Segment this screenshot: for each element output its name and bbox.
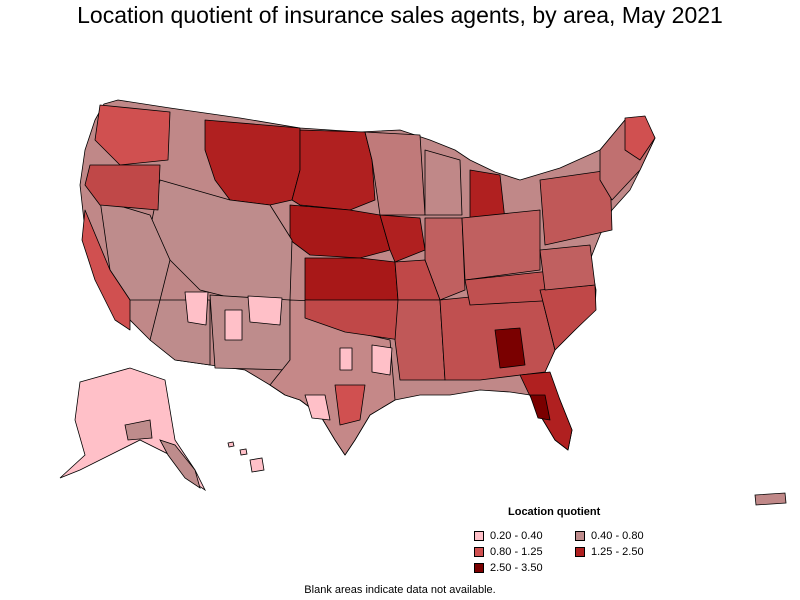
legend-item: 0.80 - 1.25 <box>474 546 543 558</box>
hawaii-oahu <box>227 441 235 448</box>
region-wisconsin <box>424 149 463 216</box>
region-nebraska <box>289 204 391 259</box>
legend-swatch <box>474 531 484 541</box>
region-georgia-hot <box>494 327 526 369</box>
region-kansas <box>304 257 399 303</box>
legend-item: 0.40 - 0.80 <box>575 530 644 542</box>
region-virginia <box>539 244 596 291</box>
legend-title: Location quotient <box>508 506 601 518</box>
map-title: Location quotient of insurance sales age… <box>77 2 723 28</box>
hawaii-big-island <box>249 457 265 473</box>
puerto-rico <box>754 492 787 506</box>
region-oklahoma <box>304 299 401 341</box>
region-tx-low-2 <box>371 344 393 376</box>
region-nm-low-1 <box>184 291 209 326</box>
region-new-york-pa <box>539 169 613 246</box>
region-florida-west <box>529 394 551 421</box>
legend-item: 0.20 - 0.40 <box>474 530 543 542</box>
alaska-anchorage <box>124 419 153 441</box>
legend-swatch <box>474 547 484 557</box>
region-dakotas <box>291 129 376 211</box>
region-oregon <box>84 164 161 211</box>
region-washington <box>94 104 171 166</box>
region-arkansas-la <box>394 299 446 381</box>
region-tx-low-3 <box>304 394 331 421</box>
region-california <box>81 209 131 331</box>
footnote: Blank areas indicate data not available. <box>304 584 496 596</box>
region-tx-low-1 <box>339 347 353 371</box>
region-maine <box>624 115 656 161</box>
legend-item: 2.50 - 3.50 <box>474 562 543 574</box>
legend-swatch <box>575 531 585 541</box>
region-tx-coast <box>334 384 366 426</box>
region-michigan <box>469 169 506 221</box>
legend-label: 1.25 - 2.50 <box>591 546 644 558</box>
legend-label: 2.50 - 3.50 <box>490 562 543 574</box>
region-iowa-area <box>379 214 426 263</box>
region-indiana-ohio <box>461 209 541 281</box>
legend-swatch <box>575 547 585 557</box>
hawaii-maui <box>239 448 248 456</box>
legend-label: 0.80 - 1.25 <box>490 546 543 558</box>
alaska-southeast <box>159 439 201 489</box>
region-minnesota <box>364 131 426 216</box>
legend-label: 0.40 - 0.80 <box>591 530 644 542</box>
legend-label: 0.20 - 0.40 <box>490 530 543 542</box>
region-nm-low-3 <box>247 295 283 326</box>
region-illinois <box>424 217 466 301</box>
legend-swatch <box>474 563 484 573</box>
region-nm-low-2 <box>224 309 243 341</box>
legend-item: 1.25 - 2.50 <box>575 546 644 558</box>
